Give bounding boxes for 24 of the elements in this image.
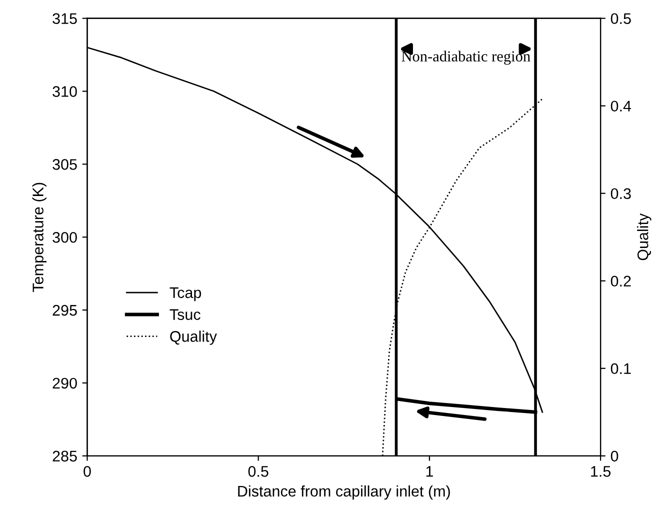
x-tick-label: 1 xyxy=(426,466,433,477)
y-tick-label: 315 xyxy=(52,13,77,24)
y-tick-label: 305 xyxy=(52,159,77,170)
x-tick-label: 0.5 xyxy=(248,466,268,477)
y-axis-title: Temperature (K) xyxy=(32,182,46,292)
y-tick-label: 295 xyxy=(52,304,77,316)
y2-tick-label: 0.2 xyxy=(610,276,631,287)
x-axis-title: Distance from capillary inlet (m) xyxy=(238,485,450,500)
y2-tick-label: 0.4 xyxy=(610,100,632,112)
y-tick-label: 300 xyxy=(52,232,77,243)
x-tick-label: 1.5 xyxy=(591,466,611,477)
y-tick-label: 290 xyxy=(52,378,77,389)
legend-label: Tcap xyxy=(170,287,202,302)
x-tick-label: 0 xyxy=(84,466,91,477)
legend-label: Tsuc xyxy=(170,309,200,320)
y2-tick-label: 0.5 xyxy=(610,13,631,24)
annotation: Non-adiabatic region xyxy=(402,50,530,65)
legend-label: Quality xyxy=(170,330,217,345)
y-tick-label: 310 xyxy=(52,86,77,97)
y2-axis-title: Quality xyxy=(637,213,652,260)
y2-tick-label: 0.3 xyxy=(610,188,631,200)
y2-tick-label: 0.1 xyxy=(610,363,631,374)
y2-tick-label: 0 xyxy=(610,450,618,462)
y-tick-label: 285 xyxy=(52,450,77,462)
